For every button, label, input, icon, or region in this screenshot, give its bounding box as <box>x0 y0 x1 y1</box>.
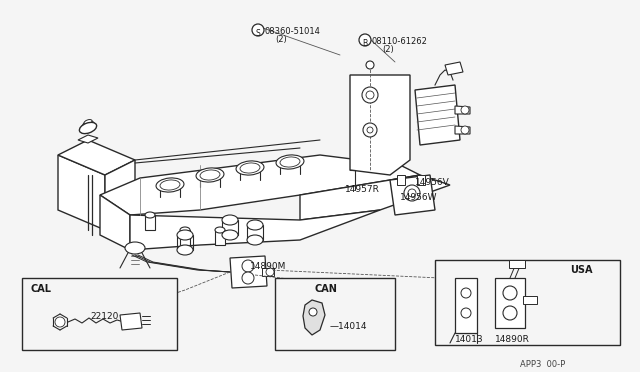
Polygon shape <box>230 256 267 288</box>
Circle shape <box>503 286 517 300</box>
Polygon shape <box>415 85 460 145</box>
Polygon shape <box>58 155 105 230</box>
Bar <box>22 278 177 350</box>
Polygon shape <box>495 278 525 328</box>
Circle shape <box>408 189 416 197</box>
Circle shape <box>461 288 471 298</box>
Polygon shape <box>390 175 435 215</box>
Text: —14014: —14014 <box>330 322 367 331</box>
Polygon shape <box>455 106 470 114</box>
Text: 14957R: 14957R <box>345 185 380 194</box>
Bar <box>145 215 155 230</box>
Text: 08360-51014: 08360-51014 <box>265 27 321 36</box>
Polygon shape <box>130 210 380 250</box>
Polygon shape <box>300 175 450 220</box>
Text: 14890M: 14890M <box>250 262 286 271</box>
Ellipse shape <box>276 155 304 169</box>
Bar <box>417 175 425 185</box>
Ellipse shape <box>280 157 300 167</box>
Ellipse shape <box>81 122 95 130</box>
Ellipse shape <box>236 161 264 175</box>
Text: CAL: CAL <box>30 284 51 294</box>
Ellipse shape <box>80 123 96 133</box>
Circle shape <box>461 308 471 318</box>
Text: CAN: CAN <box>315 284 338 294</box>
Polygon shape <box>350 75 410 175</box>
Circle shape <box>503 306 517 320</box>
Polygon shape <box>445 62 463 75</box>
Circle shape <box>309 308 317 316</box>
Polygon shape <box>455 126 470 134</box>
Text: B: B <box>362 38 367 48</box>
Bar <box>435 260 620 345</box>
Circle shape <box>362 87 378 103</box>
Polygon shape <box>100 195 130 250</box>
Circle shape <box>367 127 373 133</box>
Circle shape <box>242 272 254 284</box>
Bar <box>180 230 190 245</box>
Polygon shape <box>105 160 135 230</box>
Text: 14890R: 14890R <box>495 335 530 344</box>
Polygon shape <box>120 313 142 330</box>
Text: 14956V: 14956V <box>415 178 450 187</box>
Ellipse shape <box>247 220 263 230</box>
Ellipse shape <box>247 235 263 245</box>
Ellipse shape <box>196 168 224 182</box>
Circle shape <box>55 317 65 327</box>
Ellipse shape <box>177 230 193 240</box>
Ellipse shape <box>83 121 93 127</box>
Ellipse shape <box>156 178 184 192</box>
Circle shape <box>252 24 264 36</box>
Text: 14013: 14013 <box>455 335 484 344</box>
Polygon shape <box>78 135 98 143</box>
Text: (2): (2) <box>382 45 394 54</box>
Circle shape <box>359 34 371 46</box>
Bar <box>215 230 225 245</box>
Ellipse shape <box>125 242 145 254</box>
Circle shape <box>366 61 374 69</box>
Circle shape <box>266 268 274 276</box>
Ellipse shape <box>145 212 155 218</box>
Ellipse shape <box>200 170 220 180</box>
Text: APP3  00-P: APP3 00-P <box>520 360 565 369</box>
Text: 08110-61262: 08110-61262 <box>372 37 428 46</box>
Circle shape <box>363 123 377 137</box>
Circle shape <box>461 106 469 114</box>
Ellipse shape <box>240 163 260 173</box>
Bar <box>523 296 537 304</box>
Polygon shape <box>303 300 325 335</box>
Polygon shape <box>100 155 420 215</box>
Ellipse shape <box>177 245 193 255</box>
Bar <box>275 278 395 350</box>
Circle shape <box>461 126 469 134</box>
Bar <box>262 268 274 276</box>
Text: 22120: 22120 <box>90 312 118 321</box>
Ellipse shape <box>222 215 238 225</box>
Ellipse shape <box>180 227 190 233</box>
Ellipse shape <box>160 180 180 190</box>
Polygon shape <box>455 278 477 333</box>
Ellipse shape <box>84 119 92 125</box>
Text: S: S <box>255 29 260 38</box>
Text: USA: USA <box>570 265 593 275</box>
Circle shape <box>404 185 420 201</box>
Circle shape <box>366 91 374 99</box>
Bar <box>397 175 405 185</box>
Ellipse shape <box>222 230 238 240</box>
Bar <box>509 260 525 268</box>
Ellipse shape <box>215 227 225 233</box>
Circle shape <box>242 260 254 272</box>
Text: (2): (2) <box>275 35 287 44</box>
Text: 14956W: 14956W <box>400 193 438 202</box>
Ellipse shape <box>79 122 97 134</box>
Polygon shape <box>58 140 135 175</box>
